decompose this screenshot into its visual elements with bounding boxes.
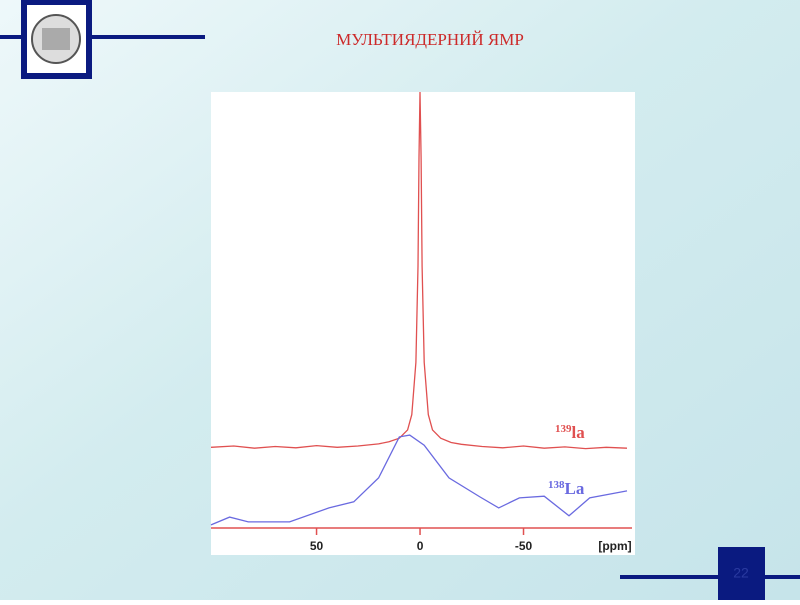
series-label-sup: 139 [555, 423, 572, 435]
x-tick-label: 0 [417, 539, 424, 553]
page-box [718, 547, 765, 600]
x-tick-label: -50 [515, 539, 533, 553]
page-number: 22 [733, 565, 749, 581]
series-label: 138La [548, 479, 585, 498]
series-label-sup: 138 [548, 479, 565, 491]
spectrum-line [210, 434, 628, 526]
logo-detail [42, 28, 70, 50]
spectrum-line [210, 91, 628, 450]
series-label-name: La [565, 479, 585, 498]
series-label-name: la [572, 423, 586, 442]
slide-title: МУЛЬТИЯДЕРНИЙ ЯМР [336, 30, 524, 49]
x-axis-label: [ppm] [598, 539, 631, 553]
x-tick-label: 50 [310, 539, 324, 553]
series-label: 139la [555, 423, 585, 442]
